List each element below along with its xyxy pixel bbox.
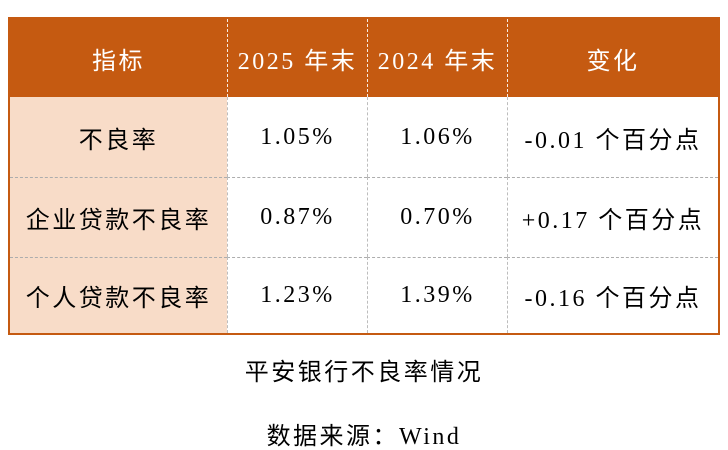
cell-npl-change: -0.01 个百分点 bbox=[507, 97, 718, 177]
row-label-npl: 不良率 bbox=[10, 97, 227, 177]
cell-personal-2024: 1.39% bbox=[367, 257, 507, 333]
cell-personal-change: -0.16 个百分点 bbox=[507, 257, 718, 333]
cell-corporate-2024: 0.70% bbox=[367, 177, 507, 257]
cell-npl-2025: 1.05% bbox=[227, 97, 367, 177]
header-cell-2025: 2025 年末 bbox=[227, 19, 367, 97]
row-label-corporate: 企业贷款不良率 bbox=[10, 177, 227, 257]
row-label-personal: 个人贷款不良率 bbox=[10, 257, 227, 333]
cell-corporate-change: +0.17 个百分点 bbox=[507, 177, 718, 257]
cell-npl-2024: 1.06% bbox=[367, 97, 507, 177]
table-caption: 平安银行不良率情况 bbox=[244, 360, 484, 386]
cell-personal-2025: 1.23% bbox=[227, 257, 367, 333]
npl-rate-table: 指标 2025 年末 2024 年末 变化 不良率 1.05% 1.06% -0… bbox=[8, 17, 720, 335]
header-cell-2024: 2024 年末 bbox=[367, 19, 507, 97]
cell-corporate-2025: 0.87% bbox=[227, 177, 367, 257]
data-source-label: 数据来源：Wind bbox=[266, 424, 462, 450]
header-cell-change: 变化 bbox=[507, 19, 718, 97]
header-cell-indicator: 指标 bbox=[10, 19, 227, 97]
